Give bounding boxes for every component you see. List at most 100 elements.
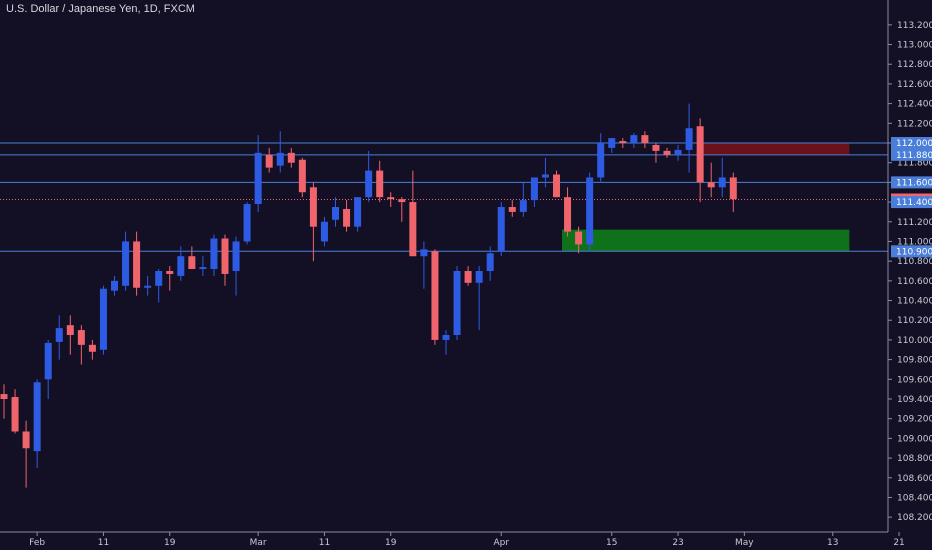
candle: [55, 315, 63, 360]
price-tag-box: [891, 176, 932, 189]
time-tick-label: 19: [385, 538, 397, 548]
candle-body: [22, 431, 30, 449]
candle-body: [199, 267, 207, 270]
candle-body: [376, 170, 384, 198]
candle-body: [486, 253, 494, 271]
candle: [387, 192, 395, 207]
candle-body: [575, 231, 583, 245]
candle: [144, 275, 152, 296]
candle-body: [619, 141, 627, 143]
candle: [243, 202, 251, 245]
price-tick-label: 112.400: [897, 100, 932, 110]
candle-body: [530, 177, 538, 201]
candle-body: [144, 285, 152, 288]
price-tick-label: 108.800: [897, 454, 932, 464]
price-tag: 111.400: [891, 196, 932, 209]
candle: [0, 384, 8, 419]
candle-body: [431, 251, 439, 340]
price-tick-label: 112.800: [897, 60, 932, 70]
candle: [44, 339, 52, 399]
candle-body: [133, 241, 141, 288]
price-tag: 111.880: [891, 148, 932, 161]
candle: [111, 275, 118, 296]
candle: [597, 133, 605, 183]
candle: [320, 216, 328, 247]
price-tick-label: 108.600: [897, 474, 932, 484]
candle-body: [88, 344, 96, 352]
candle-body: [553, 174, 560, 198]
candle-body: [663, 150, 671, 155]
candle: [641, 131, 649, 148]
candle: [265, 147, 273, 173]
candle-body: [696, 126, 704, 183]
price-tick-label: 112.600: [897, 80, 932, 90]
candle: [442, 330, 450, 355]
price-tick-label: 111.200: [897, 218, 932, 228]
candle: [88, 339, 96, 360]
candle-body: [276, 152, 284, 166]
candle: [652, 143, 660, 163]
candle: [254, 135, 262, 212]
price-tag-label: 111.880: [896, 151, 932, 161]
candle: [619, 138, 627, 148]
price-tag-label: 110.900: [896, 247, 932, 257]
candle: [199, 256, 207, 276]
price-tag: 110.900: [891, 245, 932, 258]
candle-body: [453, 271, 461, 335]
price-tick-label: 109.400: [897, 395, 932, 405]
candle: [287, 147, 295, 168]
candle-body: [298, 159, 306, 193]
candle: [663, 147, 671, 158]
candle: [508, 200, 516, 217]
time-tick-label: 21: [893, 538, 904, 548]
time-tick-label: 11: [98, 538, 109, 548]
candle-body: [243, 204, 251, 242]
chart-title: U.S. Dollar / Japanese Yen, 1D, FXCM: [6, 3, 195, 15]
candle: [586, 172, 594, 252]
candle-body: [685, 128, 693, 150]
candle-body: [586, 177, 594, 245]
time-tick-label: 15: [606, 538, 617, 548]
candle-body: [343, 208, 351, 227]
candle-body: [354, 197, 362, 227]
support-zone: [562, 229, 850, 252]
candle: [608, 138, 616, 153]
price-tag-box: [891, 137, 932, 149]
candle: [729, 172, 737, 212]
candle: [33, 379, 41, 468]
candle-body: [475, 271, 483, 283]
candle: [133, 231, 141, 296]
candle-body: [365, 170, 373, 198]
candle-body: [707, 182, 715, 188]
candle-body: [287, 152, 295, 163]
candle: [188, 246, 196, 270]
candle-body: [166, 271, 174, 274]
time-tick-label: May: [735, 538, 754, 548]
candle: [519, 182, 527, 217]
candle: [11, 389, 19, 434]
candle: [564, 187, 572, 237]
candle: [166, 266, 174, 291]
candle-body: [11, 397, 19, 432]
candle: [155, 269, 163, 303]
candles-layer: [0, 103, 737, 488]
candle-body: [564, 197, 572, 232]
time-tick-label: Feb: [29, 538, 45, 548]
candle: [232, 236, 240, 296]
price-tag-box: [891, 245, 932, 258]
time-axis: Feb 11 19 Mar 11 19 Apr 15 23 May 13 21: [0, 531, 905, 548]
candle-body: [541, 174, 549, 178]
candle-body: [265, 154, 273, 168]
price-tag-box: [891, 196, 932, 209]
candle-body: [66, 325, 74, 335]
price-tag-label: 111.600: [896, 178, 932, 188]
candle: [376, 160, 384, 203]
candle: [475, 266, 483, 331]
candle-body: [177, 256, 185, 276]
candle-body: [519, 200, 527, 212]
candle-body: [0, 394, 8, 399]
candle: [276, 131, 284, 173]
candle-body: [508, 207, 516, 212]
candle: [497, 202, 505, 257]
